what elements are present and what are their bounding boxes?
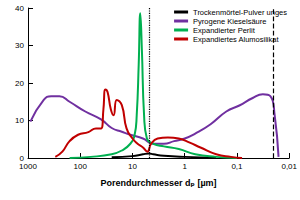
svg-text:40: 40	[15, 4, 24, 13]
svg-text:Trockenmörtel-Pulver unges: Trockenmörtel-Pulver unges	[193, 7, 287, 17]
svg-text:Expandiertes Alumosilikat: Expandiertes Alumosilikat	[193, 35, 279, 44]
svg-text:0,1: 0,1	[231, 162, 243, 171]
svg-text:1000: 1000	[19, 162, 37, 171]
svg-text:Expandierter Perlit: Expandierter Perlit	[193, 26, 256, 35]
svg-text:100: 100	[74, 162, 88, 171]
svg-text:10: 10	[128, 162, 137, 171]
svg-text:1: 1	[183, 162, 188, 171]
svg-text:20: 20	[15, 79, 24, 88]
svg-text:Pyrogene Kieselsäure: Pyrogene Kieselsäure	[193, 17, 266, 26]
svg-text:10: 10	[15, 116, 24, 125]
svg-text:Porendurchmesser dₚ [µm]: Porendurchmesser dₚ [µm]	[101, 178, 217, 188]
svg-text:30: 30	[15, 41, 24, 50]
svg-text:0,01: 0,01	[281, 162, 297, 171]
svg-text:0: 0	[19, 153, 24, 163]
